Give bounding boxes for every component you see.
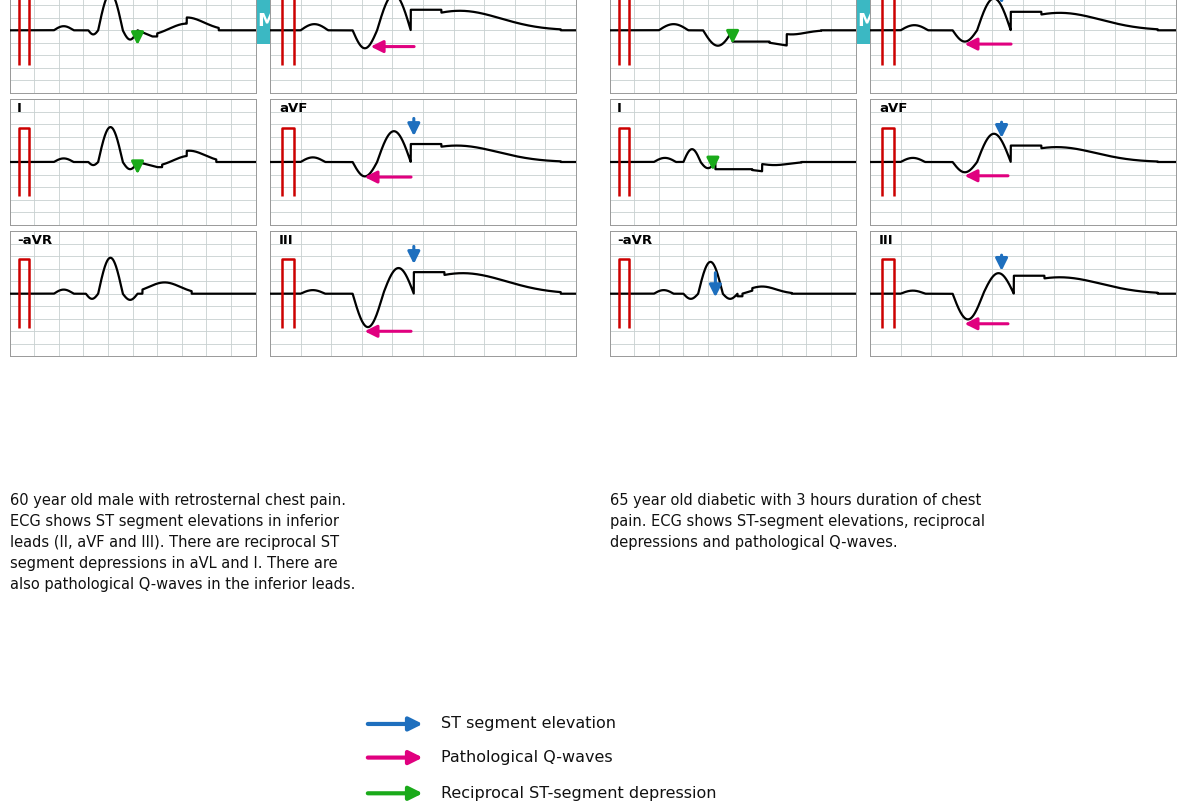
Bar bbox=[10, 0, 44, 44]
Text: A: A bbox=[19, 11, 35, 31]
Text: III: III bbox=[880, 234, 894, 246]
Text: Acute STE-ACS (STEMI) example 2: Acute STE-ACS (STEMI) example 2 bbox=[656, 12, 1002, 30]
Text: aVF: aVF bbox=[880, 102, 907, 115]
Text: Reciprocal ST-segment depression: Reciprocal ST-segment depression bbox=[440, 786, 716, 801]
Text: 65 year old diabetic with 3 hours duration of chest
pain. ECG shows ST-segment e: 65 year old diabetic with 3 hours durati… bbox=[610, 493, 985, 550]
Bar bbox=[610, 0, 644, 44]
Text: Acute STE-ACS (STEMI) example 1: Acute STE-ACS (STEMI) example 1 bbox=[56, 12, 402, 30]
Text: B: B bbox=[619, 11, 635, 31]
Text: Pathological Q-waves: Pathological Q-waves bbox=[440, 750, 612, 765]
Text: III: III bbox=[280, 234, 294, 246]
Text: 60 year old male with retrosternal chest pain.
ECG shows ST segment elevations i: 60 year old male with retrosternal chest… bbox=[10, 493, 355, 592]
Text: I: I bbox=[617, 102, 622, 115]
Text: ST segment elevation: ST segment elevation bbox=[440, 717, 616, 731]
Text: aVF: aVF bbox=[280, 102, 307, 115]
Text: -aVR: -aVR bbox=[17, 234, 52, 246]
Text: -aVR: -aVR bbox=[617, 234, 652, 246]
Text: I: I bbox=[17, 102, 22, 115]
